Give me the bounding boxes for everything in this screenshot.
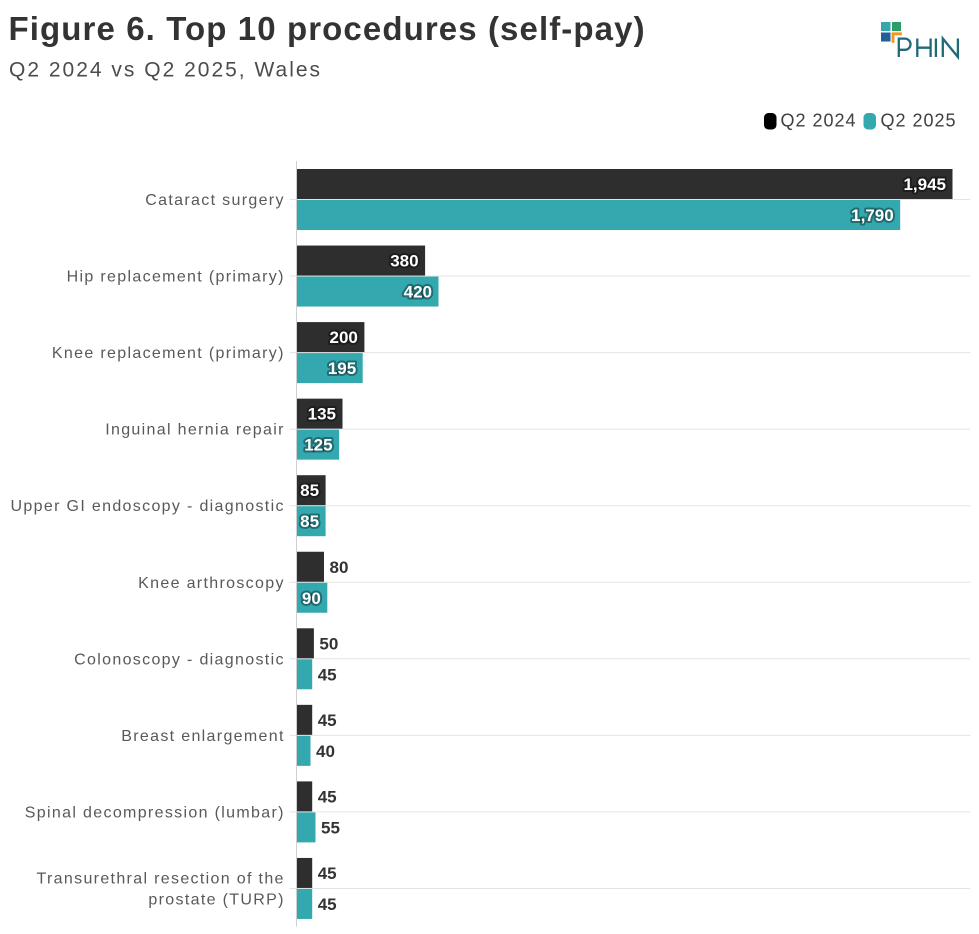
svg-text:380: 380 [390,252,418,271]
svg-text:85: 85 [300,481,319,500]
svg-text:Figure 6. Top 10 procedures (s: Figure 6. Top 10 procedures (self-pay) [9,10,646,47]
svg-text:Q2 2025: Q2 2025 [881,111,957,131]
svg-text:Cataract surgery: Cataract surgery [145,192,285,209]
svg-text:40: 40 [316,742,335,761]
svg-text:Upper GI endoscopy - diagnosti: Upper GI endoscopy - diagnostic [11,498,285,515]
svg-text:Q2 2024: Q2 2024 [781,111,857,131]
svg-text:1,790: 1,790 [851,206,894,225]
svg-text:50: 50 [319,634,338,653]
svg-text:Q2 2024 vs Q2 2025, Wales: Q2 2024 vs Q2 2025, Wales [9,59,322,82]
svg-text:Hip replacement (primary): Hip replacement (primary) [67,269,285,286]
svg-text:195: 195 [328,359,356,378]
svg-text:90: 90 [302,589,321,608]
svg-text:45: 45 [318,665,337,684]
svg-text:prostate (TURP): prostate (TURP) [148,892,284,909]
svg-text:45: 45 [318,711,337,730]
svg-text:Breast enlargement: Breast enlargement [121,728,285,745]
svg-text:Inguinal hernia repair: Inguinal hernia repair [105,422,285,439]
svg-text:Transurethral resection of the: Transurethral resection of the [36,871,284,888]
svg-text:Knee replacement (primary): Knee replacement (primary) [52,345,285,362]
svg-text:135: 135 [308,405,336,424]
svg-text:420: 420 [404,283,432,302]
svg-text:45: 45 [318,787,337,806]
svg-text:1,945: 1,945 [903,175,946,194]
svg-text:Knee arthroscopy: Knee arthroscopy [138,575,285,592]
svg-text:Colonoscopy - diagnostic: Colonoscopy - diagnostic [74,651,285,668]
svg-text:85: 85 [300,512,319,531]
svg-text:125: 125 [304,436,332,455]
svg-text:Spinal decompression (lumbar): Spinal decompression (lumbar) [25,804,285,821]
svg-text:200: 200 [330,328,358,347]
svg-text:45: 45 [318,895,337,914]
svg-text:55: 55 [321,818,340,837]
svg-text:80: 80 [330,558,349,577]
svg-text:45: 45 [318,864,337,883]
